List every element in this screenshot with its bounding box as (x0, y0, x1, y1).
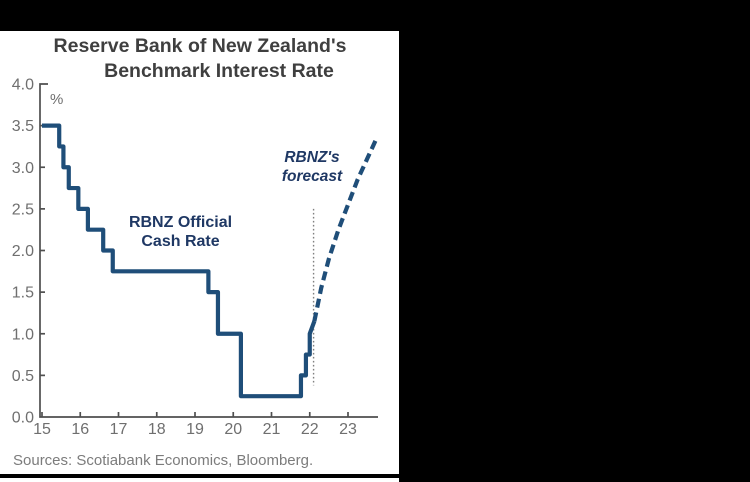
forecast-label-line2: forecast (281, 168, 343, 185)
x-tick-label: 19 (186, 421, 204, 438)
y-tick-label: 3.5 (12, 118, 34, 135)
forecast-label: RBNZ's forecast (247, 148, 377, 186)
ocr-history-line (42, 123, 317, 399)
source-note: Sources: Scotiabank Economics, Bloomberg… (13, 452, 314, 469)
x-tick-label: 23 (339, 421, 357, 438)
y-tick-label: 1.5 (12, 285, 34, 302)
y-tick-label: 0.5 (12, 368, 34, 385)
frame-right-block (399, 0, 750, 482)
x-tick-label: 16 (71, 421, 89, 438)
y-tick-label: 3.0 (12, 160, 34, 177)
y-tick-label: 0.0 (12, 410, 34, 427)
y-unit-label: % (50, 91, 63, 108)
y-tick-label: 4.0 (12, 77, 34, 94)
x-tick-label: 18 (148, 421, 166, 438)
series-label-line1: RBNZ Official (128, 214, 233, 231)
chart-title-line1: Reserve Bank of New Zealand's (53, 35, 347, 57)
frame-bottom-line (0, 474, 399, 478)
x-tick-label: 21 (263, 421, 281, 438)
x-tick-label: 15 (33, 421, 51, 438)
series-label-line2: Cash Rate (141, 233, 220, 250)
chart-title: Reserve Bank of New Zealand's Benchmark … (0, 34, 400, 84)
series-label-ocr: RBNZ Official Cash Rate (108, 213, 253, 251)
chart-title-line2: Benchmark Interest Rate (104, 60, 334, 82)
x-tick-label: 17 (110, 421, 128, 438)
y-tick-label: 1.0 (12, 326, 34, 343)
y-tick-label: 2.0 (12, 243, 34, 260)
x-tick-label: 22 (301, 421, 319, 438)
x-tick-label: 20 (224, 421, 242, 438)
y-tick-label: 2.5 (12, 201, 34, 218)
forecast-label-line1: RBNZ's (284, 149, 340, 166)
